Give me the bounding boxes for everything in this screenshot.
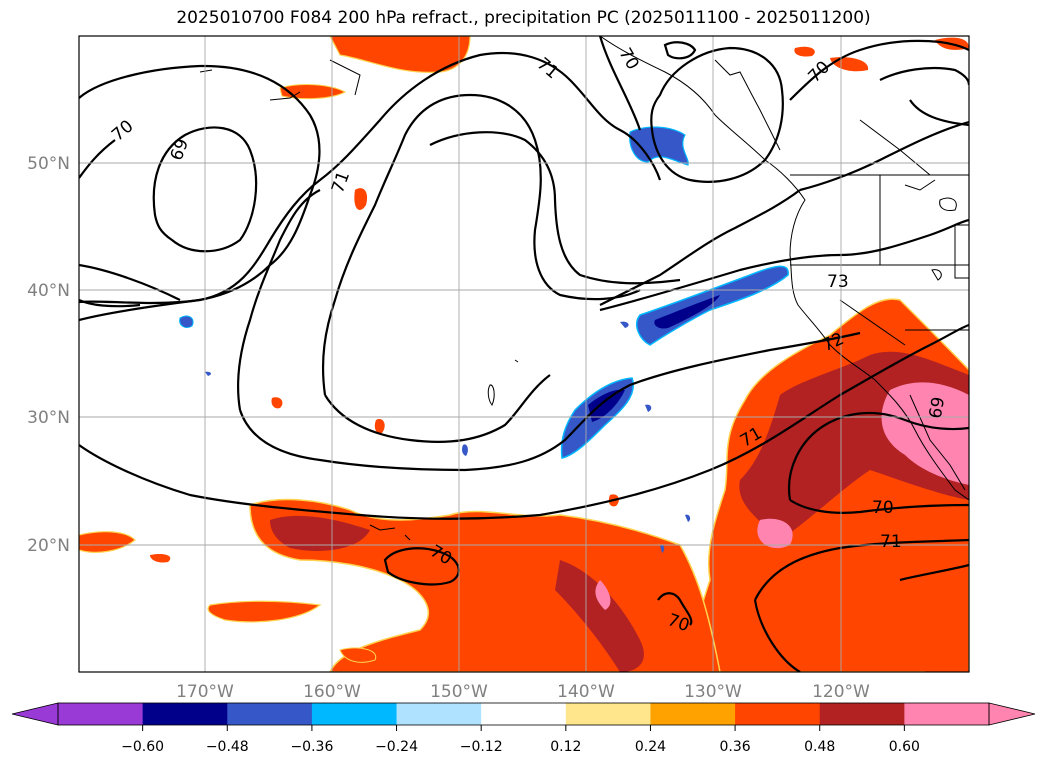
lat-label: 30°N: [27, 408, 70, 428]
colorbar-tick-label: −0.60: [121, 739, 164, 755]
contour-label: 71: [880, 532, 902, 552]
lon-label: 150°W: [430, 682, 488, 702]
longitude-labels: 170°W 160°W 150°W 140°W 130°W 120°W: [176, 682, 870, 702]
colorbar-tick-label: 0.36: [720, 739, 751, 755]
contour-lines: [79, 36, 969, 672]
colorbar-cell: [58, 703, 144, 725]
colorbar-cell: [735, 703, 821, 725]
coastlines: [199, 36, 969, 541]
lon-label: 170°W: [176, 682, 234, 702]
colorbar-cell: [142, 703, 228, 725]
colorbar-extend-left: [11, 702, 59, 726]
colorbar-tick-label: −0.12: [460, 739, 503, 755]
precip-negative-fields: [179, 126, 789, 553]
colorbar-cell: [481, 703, 567, 725]
lon-label: 120°W: [812, 682, 870, 702]
colorbar-cell: [819, 703, 905, 725]
colorbar-tick-label: −0.24: [375, 739, 418, 755]
contour-label: 73: [827, 272, 849, 292]
colorbar-tick-label: 0.60: [889, 739, 920, 755]
lon-label: 130°W: [684, 682, 742, 702]
colorbar-cell: [227, 703, 313, 725]
colorbar-cell: [396, 703, 482, 725]
lat-label: 20°N: [27, 536, 70, 556]
colorbar-cell: [650, 703, 736, 725]
colorbar: −0.60 −0.48 −0.36 −0.24 −0.12 0.12 0.24 0.36 0.4…: [11, 702, 1036, 755]
lat-label: 40°N: [27, 281, 70, 301]
latitude-labels: 50°N 40°N 30°N 20°N: [27, 154, 70, 556]
colorbar-tick-label: −0.36: [290, 739, 333, 755]
contour-label: 70: [872, 498, 894, 518]
colorbar-cell: [311, 703, 398, 725]
colorbar-cell: [904, 703, 990, 725]
colorbar-outline: [57, 702, 990, 726]
graticule: [79, 36, 969, 672]
lon-label: 160°W: [303, 682, 361, 702]
colorbar-cell: [565, 703, 651, 725]
colorbar-tick-label: −0.48: [206, 739, 249, 755]
colorbar-tick-label: 0.24: [635, 739, 666, 755]
lon-label: 140°W: [557, 682, 615, 702]
colorbar-extend-right: [988, 702, 1036, 726]
map-frame: [78, 35, 970, 673]
colorbar-tick-label: 0.12: [550, 739, 581, 755]
map-title: 2025010700 F084 200 hPa refract., precip…: [176, 8, 871, 28]
lat-label: 50°N: [27, 154, 70, 174]
colorbar-tick-label: 0.48: [804, 739, 835, 755]
contour-label: 69: [926, 395, 949, 420]
